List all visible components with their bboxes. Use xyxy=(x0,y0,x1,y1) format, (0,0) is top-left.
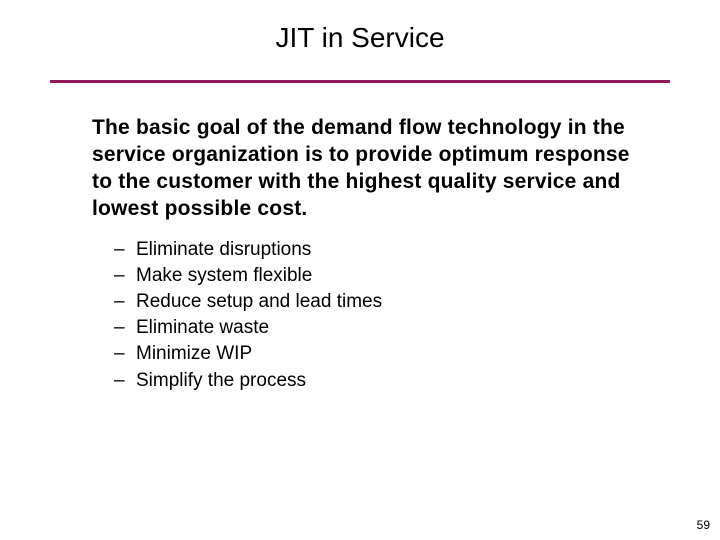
slide-title: JIT in Service xyxy=(0,0,720,72)
bullet-list: –Eliminate disruptions –Make system flex… xyxy=(92,223,640,394)
list-item: –Eliminate disruptions xyxy=(114,237,640,263)
bullet-text: Minimize WIP xyxy=(136,343,252,364)
dash-icon: – xyxy=(114,315,125,341)
list-item: –Simplify the process xyxy=(114,368,640,394)
list-item: –Eliminate waste xyxy=(114,315,640,341)
dash-icon: – xyxy=(114,263,125,289)
list-item: –Minimize WIP xyxy=(114,341,640,367)
intro-paragraph: The basic goal of the demand flow techno… xyxy=(92,115,640,223)
dash-icon: – xyxy=(114,289,125,315)
bullet-text: Reduce setup and lead times xyxy=(136,291,382,312)
body-content: The basic goal of the demand flow techno… xyxy=(0,83,720,394)
dash-icon: – xyxy=(114,341,125,367)
dash-icon: – xyxy=(114,237,125,263)
bullet-text: Eliminate disruptions xyxy=(136,239,311,260)
bullet-text: Simplify the process xyxy=(136,370,306,391)
bullet-text: Make system flexible xyxy=(136,265,312,286)
slide-container: JIT in Service The basic goal of the dem… xyxy=(0,0,720,540)
dash-icon: – xyxy=(114,368,125,394)
bullet-text: Eliminate waste xyxy=(136,317,269,338)
list-item: –Make system flexible xyxy=(114,263,640,289)
list-item: –Reduce setup and lead times xyxy=(114,289,640,315)
page-number: 59 xyxy=(697,518,710,532)
